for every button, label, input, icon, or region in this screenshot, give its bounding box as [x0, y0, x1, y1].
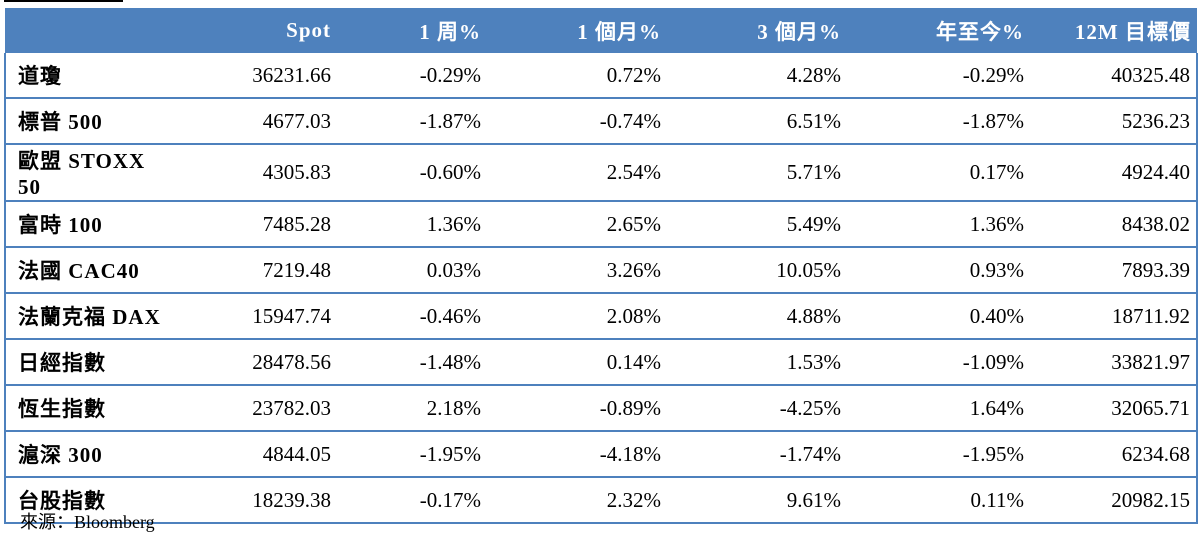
source-note: 來源：Bloomberg [20, 512, 155, 532]
3-month-change-cell: 5.49% [667, 201, 847, 248]
index-name-cell: 法蘭克福 DAX [4, 293, 175, 340]
spot-cell: 18239.38 [175, 477, 337, 524]
3-month-change-cell: 1.53% [667, 339, 847, 386]
table-row: 法蘭克福 DAX 15947.74 -0.46% 2.08% 4.88% 0.40% 187… [4, 293, 1198, 340]
index-name-cell: 富時 100 [4, 201, 175, 248]
spot-cell: 4677.03 [175, 98, 337, 145]
ytd-change-cell: 1.64% [847, 385, 1030, 432]
ytd-change-cell: 0.40% [847, 293, 1030, 340]
3-month-change-cell: -1.74% [667, 431, 847, 478]
1-week-change-cell: 2.18% [337, 385, 487, 432]
index-name-cell: 法國 CAC40 [4, 247, 175, 294]
1-month-change-cell: 0.72% [487, 53, 667, 99]
1-month-change-cell: 3.26% [487, 247, 667, 294]
1-month-change-cell: 2.08% [487, 293, 667, 340]
12m-target-cell: 4924.40 [1030, 144, 1198, 202]
top-rule [4, 0, 123, 2]
ytd-change-cell: 1.36% [847, 201, 1030, 248]
spot-cell: 7219.48 [175, 247, 337, 294]
ytd-change-cell: 0.93% [847, 247, 1030, 294]
header-12m-target: 12M 目標價 [1030, 8, 1197, 53]
12m-target-cell: 32065.71 [1030, 385, 1198, 432]
1-month-change-cell: 2.65% [487, 201, 667, 248]
12m-target-cell: 8438.02 [1030, 201, 1198, 248]
12m-target-cell: 18711.92 [1030, 293, 1198, 340]
ytd-change-cell: -1.95% [847, 431, 1030, 478]
1-week-change-cell: -1.95% [337, 431, 487, 478]
index-name-cell: 台股指數 [4, 477, 175, 524]
1-week-change-cell: -0.29% [337, 53, 487, 99]
1-month-change-cell: -0.74% [487, 98, 667, 145]
12m-target-cell: 6234.68 [1030, 431, 1198, 478]
1-week-change-cell: -1.48% [337, 339, 487, 386]
1-month-change-cell: -4.18% [487, 431, 667, 478]
3-month-change-cell: 10.05% [667, 247, 847, 294]
ytd-change-cell: 0.17% [847, 144, 1030, 202]
3-month-change-cell: -4.25% [667, 385, 847, 432]
table-row: 滬深 300 4844.05 -1.95% -4.18% -1.74% -1.95% 623… [4, 431, 1198, 478]
index-name-cell: 日經指數 [4, 339, 175, 386]
1-month-change-cell: 0.14% [487, 339, 667, 386]
3-month-change-cell: 6.51% [667, 98, 847, 145]
1-month-change-cell: -0.89% [487, 385, 667, 432]
header-spot: Spot [175, 8, 337, 53]
ytd-change-cell: 0.11% [847, 477, 1030, 524]
3-month-change-cell: 4.28% [667, 53, 847, 99]
12m-target-cell: 7893.39 [1030, 247, 1198, 294]
3-month-change-cell: 4.88% [667, 293, 847, 340]
1-week-change-cell: 0.03% [337, 247, 487, 294]
1-week-change-cell: 1.36% [337, 201, 487, 248]
3-month-change-cell: 5.71% [667, 144, 847, 202]
1-week-change-cell: -0.60% [337, 144, 487, 202]
spot-cell: 4844.05 [175, 431, 337, 478]
table-row: 台股指數 18239.38 -0.17% 2.32% 9.61% 0.11% 20982.1… [4, 477, 1198, 524]
table-row: 日經指數 28478.56 -1.48% 0.14% 1.53% -1.09% 33821.… [4, 339, 1198, 386]
table-row: 歐盟 STOXX 50 4305.83 -0.60% 2.54% 5.71% 0.17% 4… [4, 144, 1198, 202]
spot-cell: 23782.03 [175, 385, 337, 432]
index-name-cell: 恆生指數 [4, 385, 175, 432]
12m-target-cell: 33821.97 [1030, 339, 1198, 386]
index-performance-table: Spot 1 周% 1 個月% 3 個月% 年至今% 12M 目標價 道瓊 362… [4, 8, 1198, 524]
1-week-change-cell: -1.87% [337, 98, 487, 145]
spot-cell: 36231.66 [175, 53, 337, 99]
1-week-change-cell: -0.46% [337, 293, 487, 340]
ytd-change-cell: -0.29% [847, 53, 1030, 99]
index-name-cell: 道瓊 [4, 53, 175, 99]
header-1-month: 1 個月% [487, 8, 667, 53]
table-row: 富時 100 7485.28 1.36% 2.65% 5.49% 1.36% 8438.02 [4, 201, 1198, 248]
table-row: 道瓊 36231.66 -0.29% 0.72% 4.28% -0.29% 40325.48 [4, 53, 1198, 99]
1-week-change-cell: -0.17% [337, 477, 487, 524]
1-month-change-cell: 2.32% [487, 477, 667, 524]
spot-cell: 28478.56 [175, 339, 337, 386]
1-month-change-cell: 2.54% [487, 144, 667, 202]
ytd-change-cell: -1.87% [847, 98, 1030, 145]
12m-target-cell: 40325.48 [1030, 53, 1198, 99]
header-row: Spot 1 周% 1 個月% 3 個月% 年至今% 12M 目標價 [5, 8, 1197, 53]
12m-target-cell: 5236.23 [1030, 98, 1198, 145]
table-row: 標普 500 4677.03 -1.87% -0.74% 6.51% -1.87% 5236… [4, 98, 1198, 145]
index-name-cell: 滬深 300 [4, 431, 175, 478]
12m-target-cell: 20982.15 [1030, 477, 1198, 524]
spot-cell: 7485.28 [175, 201, 337, 248]
ytd-change-cell: -1.09% [847, 339, 1030, 386]
spot-cell: 4305.83 [175, 144, 337, 202]
index-name-cell: 標普 500 [4, 98, 175, 145]
header-index [5, 8, 175, 53]
3-month-change-cell: 9.61% [667, 477, 847, 524]
header-3-month: 3 個月% [667, 8, 847, 53]
header-ytd: 年至今% [847, 8, 1030, 53]
index-name-cell: 歐盟 STOXX 50 [4, 144, 175, 202]
table-row: 法國 CAC40 7219.48 0.03% 3.26% 10.05% 0.93% 7893… [4, 247, 1198, 294]
table-row: 恆生指數 23782.03 2.18% -0.89% -4.25% 1.64% 32065.… [4, 385, 1198, 432]
spot-cell: 15947.74 [175, 293, 337, 340]
header-1-week: 1 周% [337, 8, 487, 53]
